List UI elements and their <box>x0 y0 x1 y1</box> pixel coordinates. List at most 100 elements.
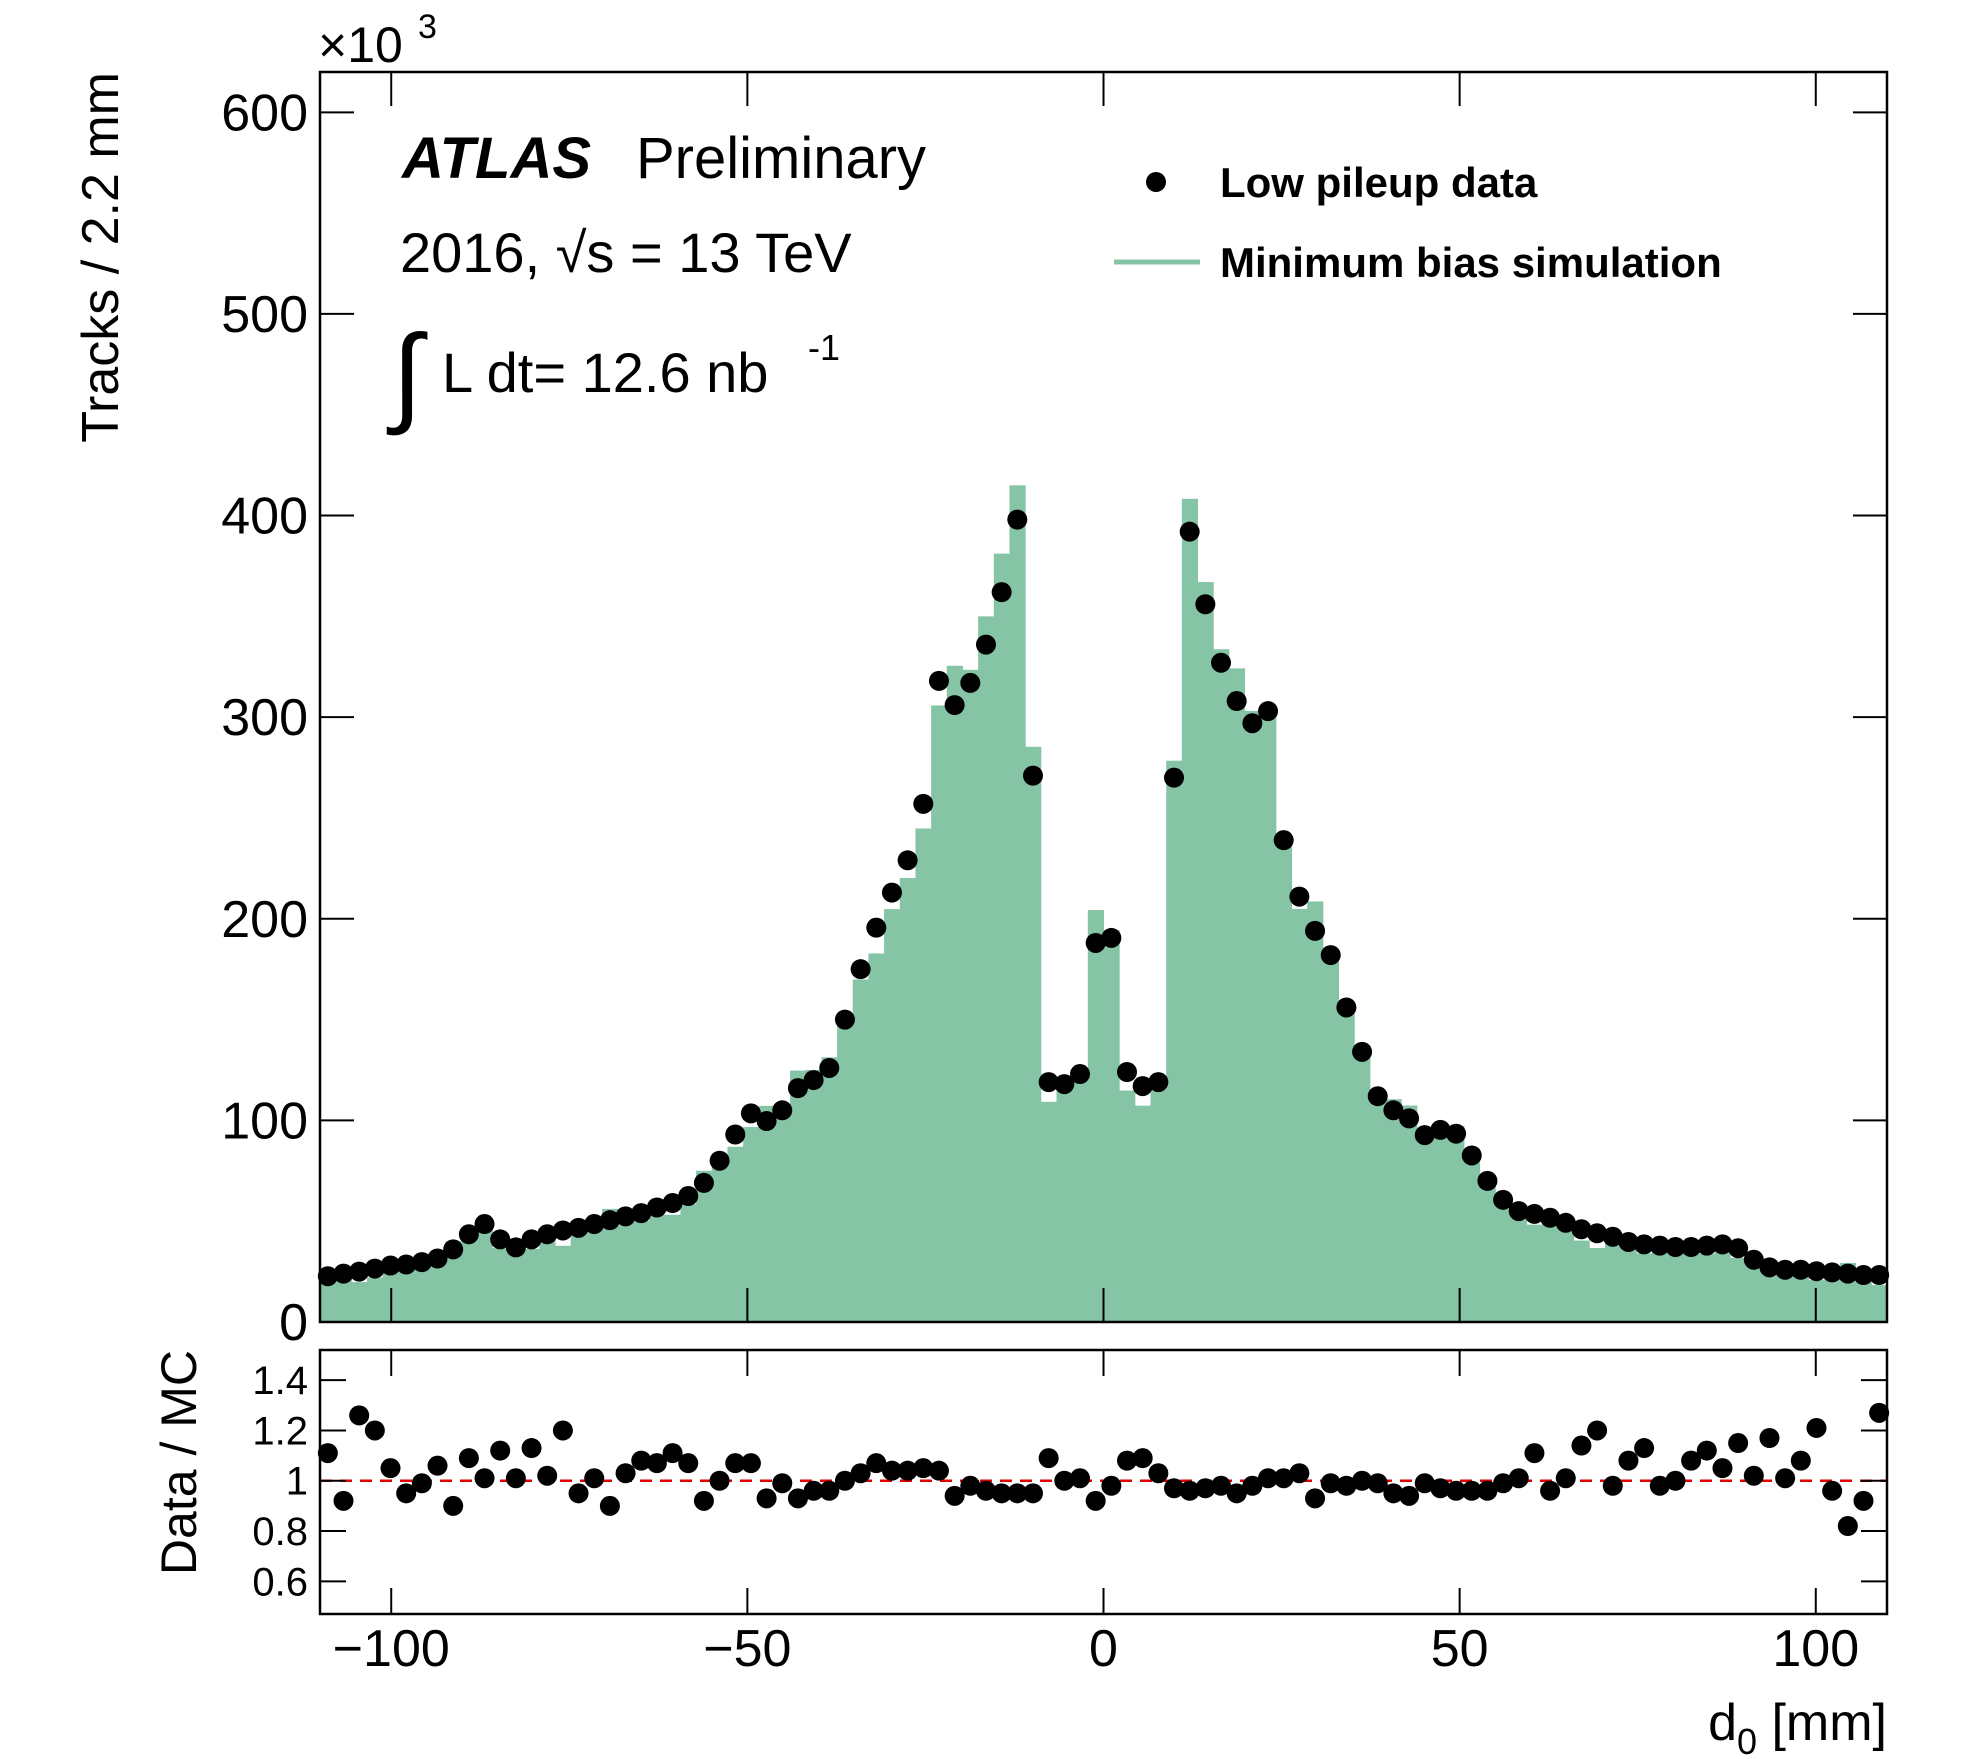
data-point <box>834 1009 855 1030</box>
data-point <box>380 1255 401 1276</box>
ratio-point <box>1320 1473 1341 1494</box>
ratio-point <box>1634 1438 1655 1459</box>
histogram-bar <box>899 878 916 1322</box>
data-point <box>333 1263 354 1284</box>
data-point <box>1775 1259 1796 1280</box>
histogram-bar <box>1307 901 1324 1322</box>
data-point <box>740 1103 761 1124</box>
data-point <box>803 1070 824 1091</box>
y-scale-prefix: ×10 <box>318 17 403 73</box>
ratio-y-axis-title: Data / MC <box>151 1350 207 1575</box>
y-tick-label: 600 <box>221 84 308 142</box>
data-point <box>693 1172 714 1193</box>
ratio-point <box>1148 1463 1169 1484</box>
data-point <box>1242 713 1263 734</box>
ratio-point <box>1728 1433 1749 1454</box>
data-point <box>599 1210 620 1231</box>
data-point <box>881 882 902 903</box>
histogram-bar <box>727 1146 744 1322</box>
data-point <box>615 1206 636 1227</box>
ratio-point <box>693 1490 714 1511</box>
x-tick-label: 50 <box>1431 1620 1489 1678</box>
ratio-point <box>1085 1490 1106 1511</box>
histogram-bar <box>1025 746 1042 1322</box>
data-point <box>1508 1201 1529 1222</box>
data-point <box>317 1266 338 1287</box>
data-point <box>1383 1100 1404 1121</box>
data-point <box>787 1078 808 1099</box>
histogram-bar <box>476 1225 493 1322</box>
data-point <box>1587 1223 1608 1244</box>
data-point <box>1258 701 1279 722</box>
data-point <box>568 1217 589 1238</box>
data-point <box>1399 1108 1420 1129</box>
histogram-bar <box>1213 649 1230 1322</box>
ratio-point <box>1571 1435 1592 1456</box>
ratio-point <box>1681 1450 1702 1471</box>
histogram-bar <box>429 1262 446 1322</box>
histogram-bar <box>1432 1124 1449 1322</box>
ratio-point <box>568 1483 589 1504</box>
histogram-bar <box>586 1225 603 1322</box>
histogram-bar <box>445 1241 462 1322</box>
ratio-point <box>1383 1483 1404 1504</box>
histogram-bar <box>1354 1051 1371 1322</box>
ratio-point <box>1273 1468 1294 1489</box>
histogram-bar <box>1260 717 1277 1322</box>
ratio-point <box>1822 1480 1843 1501</box>
ratio-point <box>1555 1468 1576 1489</box>
histogram-bar <box>743 1127 760 1322</box>
ratio-point <box>1853 1490 1874 1511</box>
data-point <box>819 1057 840 1078</box>
histogram-bar <box>1119 1090 1136 1322</box>
data-point <box>1289 886 1310 907</box>
data-point <box>975 634 996 655</box>
histogram-bar <box>1651 1243 1669 1322</box>
ratio-point <box>1117 1450 1138 1471</box>
x-tick-label: −100 <box>333 1620 450 1678</box>
ratio-point <box>756 1488 777 1509</box>
data-point <box>1195 594 1216 615</box>
data-point <box>1117 1062 1138 1082</box>
ratio-point <box>1054 1470 1075 1491</box>
ratio-point <box>772 1473 793 1494</box>
data-point <box>631 1203 652 1224</box>
histogram-bar <box>1667 1247 1684 1322</box>
data-point <box>1822 1262 1843 1283</box>
ratio-point <box>349 1405 370 1426</box>
data-point <box>1461 1145 1482 1166</box>
histogram-bar <box>1040 1101 1057 1322</box>
ratio-point <box>521 1438 542 1459</box>
y-tick-label: 100 <box>221 1092 308 1150</box>
ratio-point <box>991 1483 1012 1504</box>
histogram-bar <box>1463 1148 1481 1322</box>
histogram-bar <box>1824 1270 1841 1322</box>
data-point <box>1148 1072 1169 1093</box>
histogram-bar <box>821 1057 838 1322</box>
ratio-point <box>1775 1468 1796 1489</box>
data-point <box>1007 509 1028 530</box>
histogram-bar <box>837 1019 854 1322</box>
histogram-bar <box>320 1280 337 1322</box>
ratio-point <box>443 1495 464 1516</box>
data-point <box>662 1193 683 1214</box>
data-point <box>1681 1237 1702 1257</box>
histogram-bar <box>758 1105 775 1322</box>
ratio-point <box>1540 1480 1561 1501</box>
y-tick-label: 300 <box>221 689 308 747</box>
ratio-point <box>913 1458 934 1479</box>
data-point <box>1555 1212 1576 1233</box>
histogram-bar <box>915 828 932 1322</box>
histogram-bar <box>664 1214 681 1322</box>
ratio-point <box>1602 1475 1623 1496</box>
ratio-point <box>1665 1470 1686 1491</box>
data-point <box>913 793 934 814</box>
data-point <box>928 670 949 691</box>
x-axis-title: d0 [mm] <box>1708 1694 1887 1759</box>
data-point <box>552 1220 573 1241</box>
data-point <box>850 959 871 980</box>
histogram-bar <box>1604 1234 1622 1322</box>
y-tick-label: 200 <box>221 891 308 949</box>
histogram-bar <box>711 1160 728 1322</box>
ratio-point <box>725 1453 746 1474</box>
